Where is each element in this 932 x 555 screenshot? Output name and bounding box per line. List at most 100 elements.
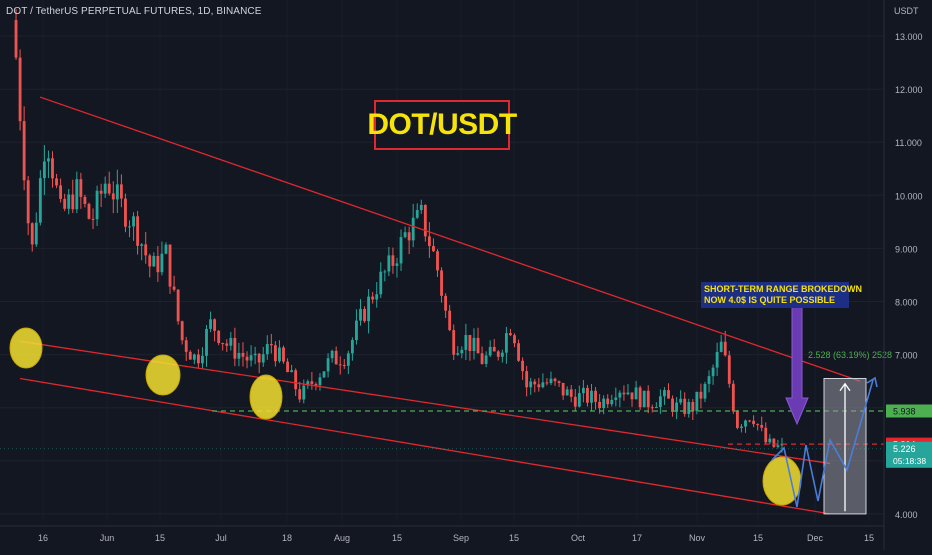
- candle-body: [111, 193, 115, 200]
- candle-body: [55, 178, 58, 186]
- x-tick-label: Sep: [453, 533, 469, 543]
- candle-body: [598, 401, 602, 409]
- candle-body: [654, 407, 658, 409]
- candle-body: [545, 382, 549, 384]
- candle-body: [124, 198, 127, 227]
- candle-body: [618, 392, 622, 398]
- candle-body: [152, 255, 156, 267]
- candle-body: [415, 210, 419, 218]
- candle-body: [756, 424, 760, 426]
- candle-body: [594, 390, 597, 402]
- candle-body: [14, 20, 18, 58]
- candle-body: [468, 334, 472, 352]
- candle-body: [590, 390, 593, 403]
- candle-body: [707, 376, 711, 384]
- candle-body: [683, 398, 687, 414]
- candle-body: [740, 426, 743, 428]
- x-tick-label: 15: [864, 533, 874, 543]
- candle-body: [687, 402, 691, 414]
- candle-body: [549, 378, 553, 384]
- candle-body: [42, 161, 46, 179]
- candle-body: [379, 271, 383, 295]
- y-tick-label: 10.000: [895, 191, 923, 201]
- candle-body: [338, 364, 342, 366]
- y-tick-label: 13.000: [895, 32, 923, 42]
- candle-body: [59, 185, 63, 199]
- candle-body: [480, 353, 484, 364]
- candle-body: [427, 236, 431, 247]
- candle-body: [330, 350, 334, 359]
- candle-body: [646, 390, 650, 408]
- candle-body: [638, 387, 642, 408]
- y-tick-label: 9.000: [895, 244, 918, 254]
- annotation-line-1: SHORT-TERM RANGE BROKEDOWN: [704, 284, 862, 294]
- candle-body: [472, 337, 476, 352]
- candle-body: [99, 190, 103, 194]
- candle-body: [278, 347, 281, 362]
- candle-body: [290, 370, 294, 373]
- candle-body: [269, 344, 273, 346]
- candle-body: [225, 343, 229, 346]
- candle-body: [760, 424, 764, 428]
- y-tick-label: 12.000: [895, 85, 923, 95]
- candle-body: [261, 354, 265, 363]
- candle-body: [221, 343, 225, 345]
- candle-body: [229, 337, 233, 346]
- candle-body: [500, 352, 504, 357]
- candle-body: [622, 392, 626, 395]
- candle-body: [642, 390, 646, 408]
- candles: [14, 8, 784, 453]
- candle-body: [156, 255, 160, 273]
- countdown-label: 05:18:38: [893, 456, 926, 466]
- candle-body: [602, 398, 606, 409]
- candle-body: [614, 397, 618, 400]
- candle-body: [115, 184, 119, 200]
- candle-body: [440, 270, 443, 296]
- candle-body: [675, 402, 679, 412]
- candle-body: [342, 365, 346, 367]
- candle-body: [273, 345, 277, 362]
- candle-body: [557, 381, 561, 383]
- candle-body: [355, 320, 358, 341]
- candle-body: [464, 334, 468, 350]
- channel-lower-line: [19, 377, 831, 515]
- x-tick-label: Oct: [571, 533, 586, 543]
- candle-body: [411, 217, 415, 241]
- candle-body: [30, 223, 34, 245]
- candle-body: [650, 407, 654, 409]
- candle-body: [91, 218, 95, 220]
- candle-body: [180, 321, 184, 341]
- candle-body: [294, 370, 298, 390]
- candle-body: [132, 216, 135, 227]
- candle-body: [322, 371, 326, 378]
- annotation-box: SHORT-TERM RANGE BROKEDOWN NOW 4.0$ IS Q…: [701, 282, 862, 308]
- candle-body: [452, 330, 456, 355]
- candle-body: [460, 349, 464, 354]
- candle-body: [735, 411, 739, 428]
- down-arrow-icon: [785, 305, 809, 426]
- candle-body: [51, 158, 54, 179]
- candle-body: [387, 255, 391, 272]
- y-tick-label: 8.000: [895, 298, 918, 308]
- candle-body: [569, 389, 573, 397]
- candle-body: [630, 392, 634, 400]
- candle-body: [748, 420, 751, 422]
- candle-body: [18, 57, 22, 122]
- candle-body: [209, 319, 212, 329]
- candle-body: [160, 253, 164, 273]
- x-tick-label: Aug: [334, 533, 350, 543]
- candle-body: [249, 355, 253, 361]
- x-tick-label: 15: [392, 533, 402, 543]
- chart-title: DOT/USDT: [367, 108, 517, 141]
- candle-body: [476, 337, 480, 354]
- candle-body: [67, 194, 71, 209]
- candle-body: [282, 347, 285, 362]
- candle-body: [350, 340, 354, 354]
- candle-body: [136, 216, 140, 246]
- candle-body: [83, 196, 87, 204]
- candle-body: [561, 382, 565, 396]
